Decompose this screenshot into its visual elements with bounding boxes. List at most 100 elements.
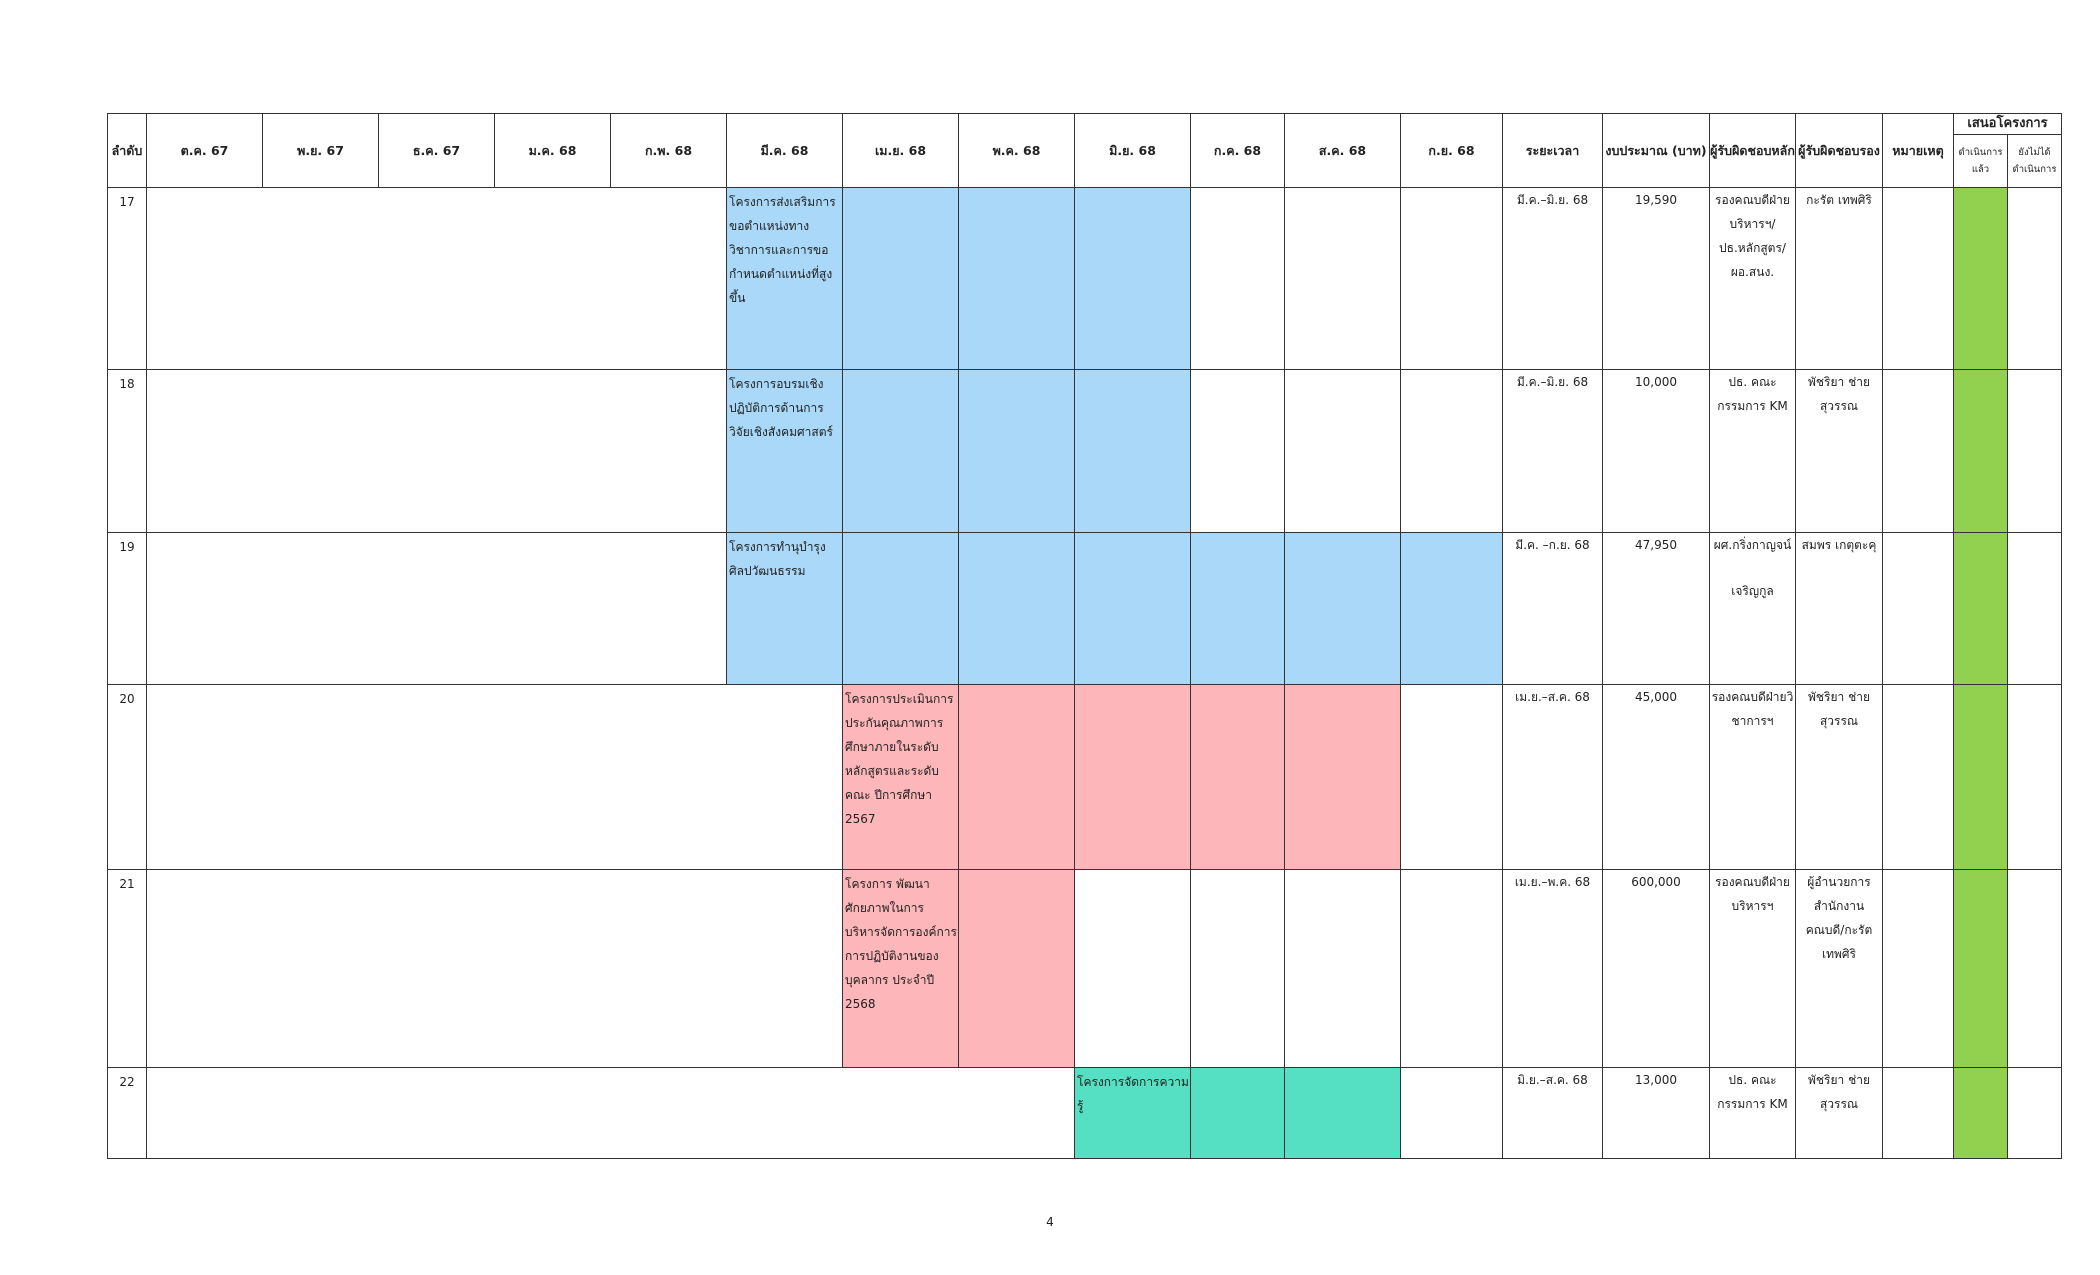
- row-number: 17: [107, 187, 147, 370]
- project-schedule-table: ลำดับ ต.ค. 67 พ.ย. 67 ธ.ค. 67 ม.ค. 68 ก.…: [107, 113, 2063, 1159]
- project-name: โครงการอบรมเชิงปฏิบัติการด้านการวิจัยเชิ…: [729, 377, 833, 439]
- header-month: ธ.ค. 67: [378, 113, 495, 188]
- row-number: 19: [107, 532, 147, 685]
- timeline-cell: [1284, 187, 1401, 370]
- header-month: ส.ค. 68: [1284, 113, 1401, 188]
- table-row: 17 โครงการส่งเสริมการขอตำแหน่งทางวิชาการ…: [107, 187, 2063, 370]
- timeline-cell: [958, 684, 1075, 870]
- status-done-cell: [1953, 869, 2008, 1068]
- project-name: โครงการจัดการความรู้: [1077, 1075, 1189, 1113]
- status-done-cell: [1953, 1067, 2008, 1159]
- timeline-cell: [1074, 532, 1191, 685]
- status-not-done-cell: [2006, 187, 2063, 370]
- project-bar-start: โครงการทำนุบำรุงศิลปวัฒนธรรม: [726, 532, 843, 685]
- timeline-cell: [1400, 369, 1503, 533]
- remark-cell: [1882, 1067, 1954, 1159]
- empty-months: [146, 369, 727, 533]
- budget-cell: 45,000: [1602, 684, 1710, 870]
- main-owner-line: ผศ.กริ่งกาญจน์: [1713, 538, 1792, 552]
- period-cell: มี.ค. –ก.ย. 68: [1502, 532, 1603, 685]
- budget-cell: 600,000: [1602, 869, 1710, 1068]
- timeline-cell: [1400, 684, 1503, 870]
- header-month: ก.ค. 68: [1190, 113, 1285, 188]
- co-owner-cell: พัชริยา ช่ายสุวรรณ: [1795, 684, 1883, 870]
- project-name: โครงการ พัฒนาศักยภาพในการบริหารจัดการองค…: [845, 877, 957, 1011]
- timeline-cell: [1074, 684, 1191, 870]
- empty-months: [146, 187, 727, 370]
- timeline-cell: [1190, 369, 1285, 533]
- project-bar-start: โครงการ พัฒนาศักยภาพในการบริหารจัดการองค…: [842, 869, 959, 1068]
- timeline-cell: [1074, 369, 1191, 533]
- main-owner-cell: ผศ.กริ่งกาญจน์ เจริญกูล: [1709, 532, 1796, 685]
- status-not-done-cell: [2006, 532, 2063, 685]
- period-cell: มี.ค.–มิ.ย. 68: [1502, 187, 1603, 370]
- row-number: 20: [107, 684, 147, 870]
- budget-cell: 47,950: [1602, 532, 1710, 685]
- timeline-cell: [1190, 684, 1285, 870]
- timeline-cell: [842, 369, 959, 533]
- project-name: โครงการประเมินการประกันคุณภาพการศึกษาภาย…: [845, 692, 954, 826]
- timeline-cell: [1284, 684, 1401, 870]
- timeline-cell: [1400, 869, 1503, 1068]
- budget-cell: 13,000: [1602, 1067, 1710, 1159]
- row-number: 18: [107, 369, 147, 533]
- empty-months: [146, 684, 843, 870]
- table-row: 19 โครงการทำนุบำรุงศิลปวัฒนธรรม มี.ค. –ก…: [107, 532, 2063, 685]
- remark-cell: [1882, 684, 1954, 870]
- status-not-done-cell: [2006, 1067, 2063, 1159]
- empty-months: [146, 869, 843, 1068]
- header-done: ดำเนินการแล้ว: [1953, 134, 2008, 188]
- timeline-cell: [1190, 532, 1285, 685]
- timeline-cell: [1284, 532, 1401, 685]
- empty-months: [146, 532, 727, 685]
- header-month: ก.พ. 68: [610, 113, 727, 188]
- status-not-done-cell: [2006, 369, 2063, 533]
- timeline-cell: [1400, 532, 1503, 685]
- header-month: มิ.ย. 68: [1074, 113, 1191, 188]
- remark-cell: [1882, 187, 1954, 370]
- header-month: ก.ย. 68: [1400, 113, 1503, 188]
- project-name: โครงการทำนุบำรุงศิลปวัฒนธรรม: [729, 540, 826, 578]
- budget-cell: 19,590: [1602, 187, 1710, 370]
- table-row: 21 โครงการ พัฒนาศักยภาพในการบริหารจัดการ…: [107, 869, 2063, 1068]
- header-proposal-group: เสนอโครงการ: [1952, 113, 2063, 135]
- period-cell: มิ.ย.–ส.ค. 68: [1502, 1067, 1603, 1159]
- period-cell: เม.ย.–พ.ค. 68: [1502, 869, 1603, 1068]
- main-owner-cell: ปธ. คณะกรรมการ KM: [1709, 1067, 1796, 1159]
- header-month: ม.ค. 68: [494, 113, 611, 188]
- main-owner-cell: รองคณบดีฝ่ายบริหารฯ: [1709, 869, 1796, 1068]
- header-month: พ.ย. 67: [262, 113, 379, 188]
- co-owner-cell: ผู้อำนวยการสำนักงานคณบดี/กะรัต เทพศิริ: [1795, 869, 1883, 1068]
- project-bar-start: โครงการส่งเสริมการขอตำแหน่งทางวิชาการและ…: [726, 187, 843, 370]
- co-owner-cell: กะรัต เทพศิริ: [1795, 187, 1883, 370]
- co-owner-cell: สมพร เกตุตะคุ: [1795, 532, 1883, 685]
- timeline-cell: [1074, 869, 1191, 1068]
- timeline-cell: [1190, 187, 1285, 370]
- page-number: 4: [1046, 1215, 1054, 1229]
- timeline-cell: [1400, 1067, 1503, 1159]
- main-owner-cell: ปธ. คณะกรรมการ KM: [1709, 369, 1796, 533]
- header-co-owner: ผู้รับผิดชอบรอง: [1795, 113, 1883, 188]
- timeline-cell: [1074, 187, 1191, 370]
- timeline-cell: [1284, 369, 1401, 533]
- header-main-owner: ผู้รับผิดชอบหลัก: [1709, 113, 1796, 188]
- table-row: 22 โครงการจัดการความรู้ มิ.ย.–ส.ค. 68 13…: [107, 1067, 2063, 1159]
- status-done-cell: [1953, 369, 2008, 533]
- timeline-cell: [1190, 869, 1285, 1068]
- budget-cell: 10,000: [1602, 369, 1710, 533]
- status-done-cell: [1953, 532, 2008, 685]
- timeline-cell: [842, 187, 959, 370]
- main-owner-cell: รองคณบดีฝ่ายวิชาการฯ: [1709, 684, 1796, 870]
- timeline-cell: [1284, 869, 1401, 1068]
- timeline-cell: [1284, 1067, 1401, 1159]
- timeline-cell: [958, 369, 1075, 533]
- status-done-cell: [1953, 187, 2008, 370]
- row-number: 21: [107, 869, 147, 1068]
- co-owner-cell: พัชริยา ช่ายสุวรรณ: [1795, 369, 1883, 533]
- header-month: ต.ค. 67: [146, 113, 263, 188]
- project-bar-start: โครงการอบรมเชิงปฏิบัติการด้านการวิจัยเชิ…: [726, 369, 843, 533]
- remark-cell: [1882, 869, 1954, 1068]
- timeline-cell: [958, 869, 1075, 1068]
- table-row: 20 โครงการประเมินการประกันคุณภาพการศึกษา…: [107, 684, 2063, 870]
- status-not-done-cell: [2006, 869, 2063, 1068]
